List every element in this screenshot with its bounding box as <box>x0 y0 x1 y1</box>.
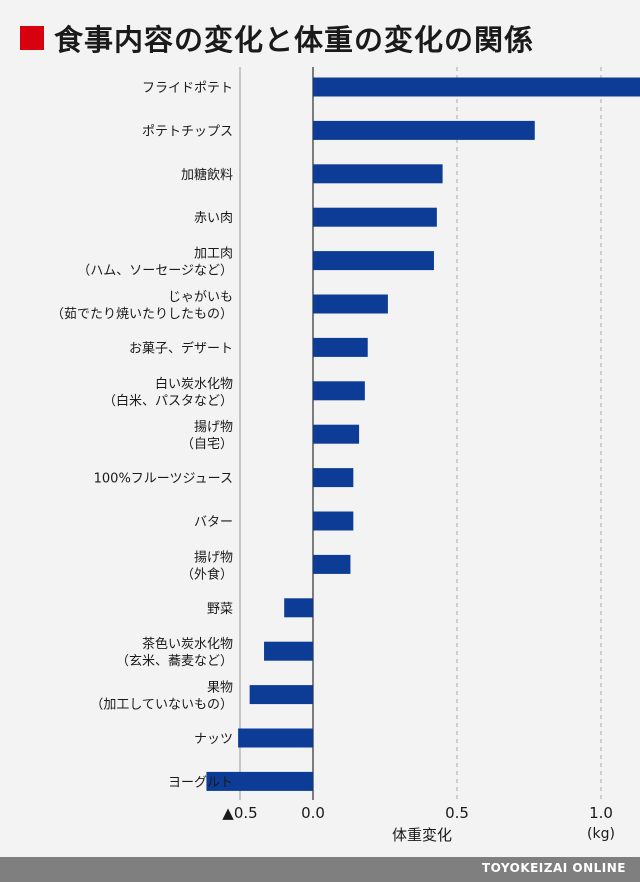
category-label: （茹でたり焼いたりしたもの） <box>51 307 233 322</box>
category-label: （ハム、ソーセージなど） <box>77 264 233 279</box>
bar <box>313 468 354 488</box>
category-label: お菓子、デザート <box>129 340 233 356</box>
bar <box>264 641 313 661</box>
bar <box>313 511 354 531</box>
bar <box>313 381 365 401</box>
category-label: バター <box>194 515 233 530</box>
unit-label: (kg) <box>587 826 615 842</box>
bar <box>313 77 640 97</box>
category-label: （白米、パスタなど） <box>103 393 233 409</box>
x-tick-label: 0.5 <box>445 804 469 822</box>
category-label: 100%フルーツジュース <box>94 472 233 487</box>
category-label: 加工肉 <box>194 247 233 262</box>
chart-title-block: 食事内容の変化と体重の変化の関係 <box>20 18 534 58</box>
category-label: 茶色い炭水化物 <box>142 636 233 652</box>
bar <box>313 164 443 184</box>
x-tick-label: 1.0 <box>589 804 613 822</box>
category-label: （自宅） <box>181 437 233 452</box>
bar <box>206 771 313 791</box>
bar <box>313 337 368 357</box>
bar <box>284 598 313 618</box>
x-axis-label: 体重変化 <box>392 826 452 844</box>
footer-credit: TOYOKEIZAI ONLINE <box>481 861 626 875</box>
bar <box>313 424 360 444</box>
bar <box>313 294 388 314</box>
category-label: 揚げ物 <box>194 419 233 435</box>
category-label: じゃがいも <box>168 290 233 305</box>
category-label: ポテトチップス <box>142 124 233 139</box>
category-label: 果物 <box>207 681 233 696</box>
category-label: 揚げ物 <box>194 549 233 565</box>
category-label: 加糖飲料 <box>181 167 233 183</box>
bar <box>313 251 434 271</box>
category-label: 野菜 <box>207 602 233 617</box>
bar-chart: ▲0.50.00.51.01.52.0フライドポテトポテトチップス加糖飲料赤い肉… <box>51 67 640 844</box>
category-label: ナッツ <box>194 732 233 747</box>
bar <box>238 728 313 748</box>
category-label: ヨーグルト <box>168 775 233 790</box>
category-label: フライドポテト <box>142 81 233 96</box>
bar <box>313 554 351 574</box>
category-label: （外食） <box>181 566 233 582</box>
bar <box>313 120 535 140</box>
category-label: （玄米、蕎麦など） <box>116 654 233 669</box>
title-marker <box>20 26 44 50</box>
bar <box>313 207 437 227</box>
category-label: 白い炭水化物 <box>155 376 233 392</box>
chart-title: 食事内容の変化と体重の変化の関係 <box>54 23 535 57</box>
footer-bar: TOYOKEIZAI ONLINE <box>0 857 640 882</box>
category-label: 赤い肉 <box>194 211 233 226</box>
bar <box>249 685 313 705</box>
x-tick-label: ▲0.5 <box>222 804 257 822</box>
x-tick-label: 0.0 <box>301 804 325 822</box>
category-label: （加工していないもの） <box>90 698 233 713</box>
